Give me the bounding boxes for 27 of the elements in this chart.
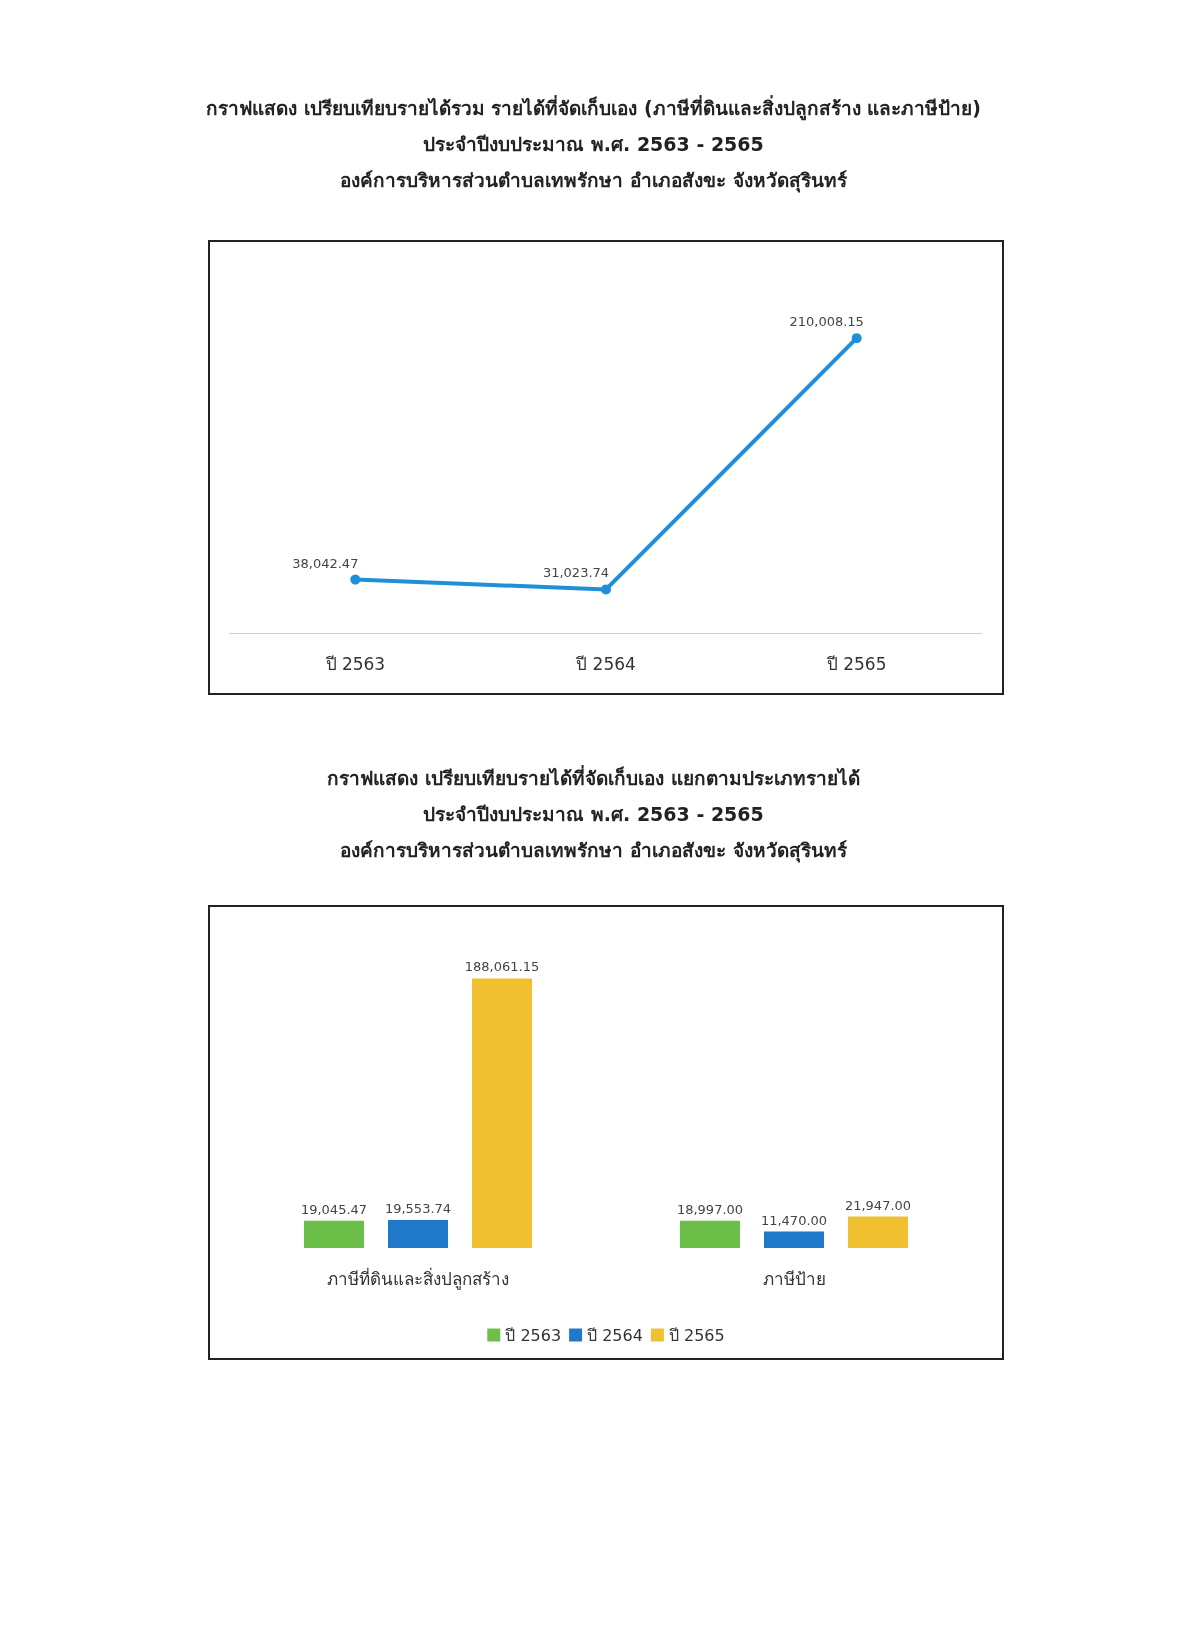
legend-label: ปี 2565 <box>668 1325 725 1345</box>
data-label: 188,061.15 <box>464 959 540 975</box>
bar <box>388 1219 448 1248</box>
bar <box>304 1220 364 1248</box>
data-label: 19,045.47 <box>300 1201 368 1217</box>
bar <box>848 1216 908 1248</box>
x-tick-label: ภาษีที่ดินและสิ่งปลูกสร้าง <box>327 1266 509 1290</box>
bar <box>472 978 532 1248</box>
chart-subtitle: ประจำปีงบประมาณ พ.ศ. 2563 - 2565 องค์การบริหารส่วนตำบลเทพรักษา อำเภอสังขะ จังหวัดสุรินทร์ <box>340 803 847 861</box>
data-label: 18,997.00 <box>676 1201 744 1217</box>
bar <box>680 1220 740 1248</box>
data-label: 210,008.15 <box>789 314 864 330</box>
x-tick-label: ปี 2565 <box>825 653 887 674</box>
x-tick-label: ภาษีป้าย <box>762 1268 826 1289</box>
data-label: 21,947.00 <box>844 1197 912 1213</box>
x-tick-label: ปี 2564 <box>575 653 636 674</box>
chart-title: กราฟแสดง เปรียบเทียบรายได้รวม รายได้ที่จัดเก็บเอง (ภาษีที่ดินและสิ่งปลูกสร้าง และภาษีป้าย) <box>206 97 981 119</box>
bar <box>764 1231 824 1248</box>
data-label: 31,023.74 <box>542 565 610 581</box>
x-tick-label: ปี 2563 <box>324 653 386 674</box>
legend-label: ปี 2564 <box>587 1325 643 1345</box>
legend-label: ปี 2563 <box>505 1325 562 1345</box>
chart-subtitle: ประจำปีงบประมาณ พ.ศ. 2563 - 2565 องค์การบริหารส่วนตำบลเทพรักษา อำเภอสังขะ จังหวัดสุรินทร์ <box>340 133 847 191</box>
chart-title: กราฟแสดง เปรียบเทียบรายได้ที่จัดเก็บเอง แยกตามประเภทรายได้ <box>327 767 860 789</box>
data-label: 19,553.74 <box>384 1200 452 1216</box>
data-label: 38,042.47 <box>292 555 359 571</box>
data-label: 11,470.00 <box>760 1212 828 1228</box>
